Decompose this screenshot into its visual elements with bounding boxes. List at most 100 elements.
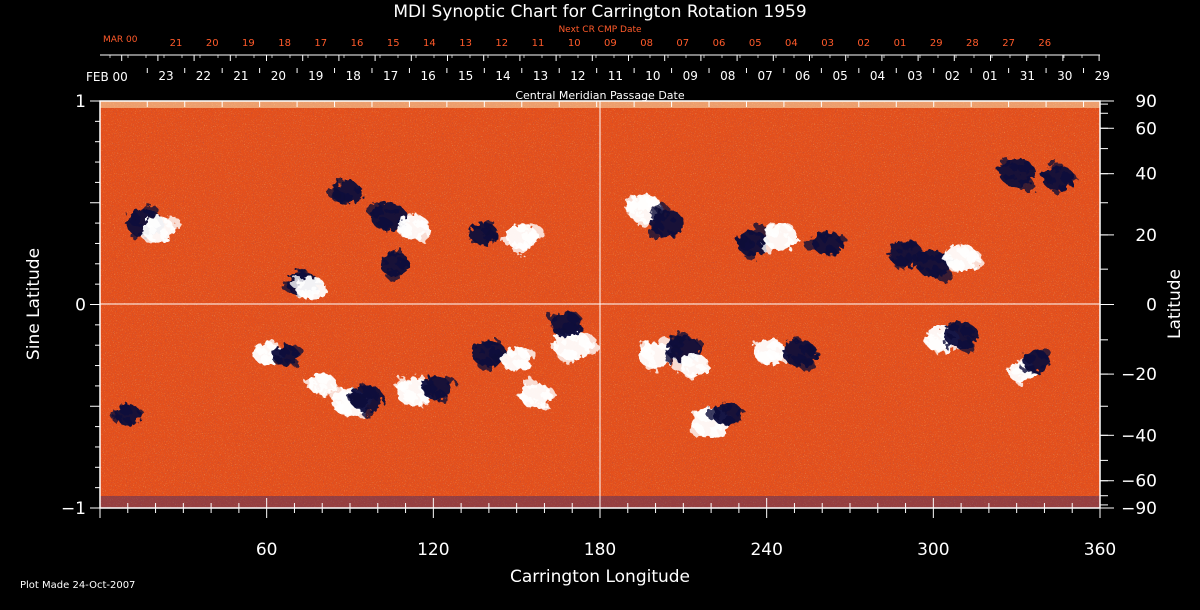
next-cr-date-label: 12 bbox=[495, 38, 508, 49]
region-fragment bbox=[637, 218, 649, 229]
region-fragment bbox=[416, 374, 426, 382]
next-cr-date-label: 09 bbox=[604, 38, 617, 49]
y-tick-right-label: 90 bbox=[1135, 92, 1157, 112]
region-fragment bbox=[696, 340, 703, 346]
region-fragment bbox=[471, 239, 478, 245]
region-fragment bbox=[477, 348, 484, 354]
next-cr-date-label: 29 bbox=[930, 38, 943, 49]
y-tick-right-label: −20 bbox=[1121, 365, 1157, 385]
region-fragment bbox=[1060, 171, 1077, 185]
region-fragment bbox=[960, 326, 975, 338]
region-fragment bbox=[726, 404, 733, 410]
region-fragment bbox=[896, 248, 903, 254]
region-fragment bbox=[919, 266, 926, 272]
region-fragment bbox=[765, 223, 782, 237]
region-fragment bbox=[958, 339, 975, 353]
region-fragment bbox=[361, 408, 373, 418]
region-fragment bbox=[405, 212, 412, 218]
region-fragment bbox=[346, 391, 361, 403]
region-fragment bbox=[1049, 160, 1063, 172]
region-fragment bbox=[1011, 368, 1022, 377]
x-axis: 60 120 180 240 300 360 bbox=[99, 498, 1116, 560]
region-fragment bbox=[256, 347, 267, 356]
region-fragment bbox=[734, 408, 746, 417]
region-fragment bbox=[482, 219, 495, 230]
cmp-date-label: 15 bbox=[458, 69, 473, 83]
region-fragment bbox=[773, 341, 782, 349]
y-tick-left-label: 1 bbox=[75, 92, 86, 112]
region-fragment bbox=[561, 339, 568, 345]
region-fragment bbox=[354, 186, 363, 194]
region-fragment bbox=[266, 340, 279, 351]
region-fragment bbox=[948, 334, 955, 340]
region-fragment bbox=[377, 217, 393, 230]
region-fragment bbox=[645, 196, 660, 209]
cmp-date-label: 13 bbox=[533, 69, 548, 83]
next-cr-date-label: 20 bbox=[206, 38, 219, 49]
region-fragment bbox=[1020, 365, 1029, 372]
region-fragment bbox=[824, 231, 831, 237]
y-tick-left-label: 0 bbox=[75, 296, 86, 316]
cmp-date-label: 07 bbox=[758, 69, 773, 83]
region-fragment bbox=[804, 239, 819, 251]
region-fragment bbox=[533, 399, 540, 405]
y-tick-right-label: −60 bbox=[1121, 472, 1157, 492]
next-cr-date-label: 04 bbox=[785, 38, 798, 49]
region-fragment bbox=[695, 363, 705, 370]
next-cr-date-label: 16 bbox=[351, 38, 364, 49]
region-fragment bbox=[160, 234, 167, 240]
region-fragment bbox=[786, 353, 793, 359]
region-fragment bbox=[646, 362, 658, 372]
region-fragment bbox=[722, 415, 735, 426]
region-fragment bbox=[1015, 379, 1022, 385]
region-fragment bbox=[1002, 174, 1009, 179]
region-fragment bbox=[957, 246, 969, 256]
cmp-date-label: 31 bbox=[1020, 69, 1035, 83]
region-fragment bbox=[290, 346, 304, 358]
region-fragment bbox=[562, 322, 579, 335]
region-fragment bbox=[394, 377, 412, 391]
region-fragment bbox=[420, 221, 430, 229]
region-fragment bbox=[647, 228, 662, 240]
y-tick-right-label: 20 bbox=[1135, 226, 1157, 246]
next-cr-date-label: 01 bbox=[894, 38, 907, 49]
cmp-axis-label: Central Meridian Passage Date bbox=[515, 89, 684, 102]
region-fragment bbox=[675, 331, 690, 343]
cmp-date-label: 19 bbox=[308, 69, 323, 83]
region-fragment bbox=[999, 158, 1011, 168]
region-fragment bbox=[314, 387, 323, 394]
region-fragment bbox=[415, 231, 429, 242]
region-fragment bbox=[143, 204, 158, 217]
region-fragment bbox=[692, 354, 699, 360]
plot-made-note: Plot Made 24-Oct-2007 bbox=[20, 580, 136, 591]
cmp-date-label: 20 bbox=[271, 69, 286, 83]
region-fragment bbox=[381, 260, 388, 265]
region-fragment bbox=[285, 358, 292, 364]
x-axis-label: Carrington Longitude bbox=[510, 567, 690, 587]
y-tick-right-label: −40 bbox=[1121, 426, 1157, 446]
region-fragment bbox=[540, 402, 549, 410]
region-fragment bbox=[296, 290, 307, 299]
region-fragment bbox=[640, 342, 652, 352]
next-cr-date-label: 27 bbox=[1002, 38, 1015, 49]
next-cr-date-label: 21 bbox=[170, 38, 183, 49]
region-fragment bbox=[1017, 161, 1032, 173]
region-fragment bbox=[515, 223, 527, 232]
region-fragment bbox=[118, 404, 132, 415]
y-tick-left-label: −1 bbox=[61, 499, 86, 519]
region-fragment bbox=[400, 217, 409, 224]
region-negative bbox=[1042, 165, 1075, 191]
region-fragment bbox=[385, 208, 395, 216]
region-fragment bbox=[577, 326, 584, 332]
next-cr-date-label: 10 bbox=[568, 38, 581, 49]
region-fragment bbox=[277, 346, 289, 356]
region-fragment bbox=[1038, 363, 1045, 369]
cmp-date-label: 08 bbox=[720, 69, 735, 83]
region-fragment bbox=[691, 410, 698, 416]
cmp-date-label: 06 bbox=[795, 69, 810, 83]
region-fragment bbox=[491, 338, 501, 346]
region-fragment bbox=[492, 353, 504, 363]
region-fragment bbox=[935, 350, 942, 356]
region-fragment bbox=[501, 237, 510, 244]
region-fragment bbox=[927, 265, 942, 278]
